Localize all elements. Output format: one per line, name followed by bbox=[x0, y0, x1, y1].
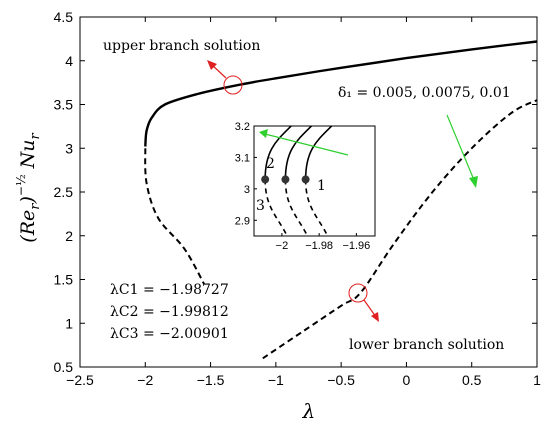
x-tick-label: −2.5 bbox=[66, 372, 94, 388]
y-tick-label: 4 bbox=[65, 53, 73, 69]
inset-curve-label-3: 3 bbox=[256, 198, 265, 214]
inset-y-tick-label: 2.9 bbox=[235, 215, 250, 227]
main-series bbox=[144, 40, 538, 360]
y-tick-label: 3.5 bbox=[54, 97, 74, 113]
inset-critical-point bbox=[261, 175, 270, 184]
y-tick-label: 0.5 bbox=[54, 359, 74, 375]
inset-x-tick-label: −1.98 bbox=[305, 240, 333, 252]
x-tick-label: −1 bbox=[268, 372, 284, 388]
svg-text:(Rer)−½ Nur: (Rer)−½ Nur bbox=[14, 133, 43, 243]
lower-branch-arrowhead bbox=[371, 312, 379, 322]
inset-y-tick-label: 3 bbox=[244, 184, 250, 196]
inset-upper-curve bbox=[264, 125, 292, 180]
inset-critical-point bbox=[301, 175, 310, 184]
inset-y-tick-label: 3.1 bbox=[235, 152, 250, 164]
inset-curve-label-1: 1 bbox=[317, 178, 326, 194]
inset-frame bbox=[253, 125, 376, 237]
x-tick-label: 0 bbox=[403, 372, 411, 388]
inset-x-tick-label: −2 bbox=[276, 240, 289, 252]
lambda-c2-label: λC2 = −1.99812 bbox=[110, 304, 229, 320]
y-axis-label: (Rer)−½ Nur bbox=[14, 133, 43, 243]
lambda-c3-label: λC3 = −2.00901 bbox=[110, 326, 229, 342]
inset-curve-label-2: 2 bbox=[266, 156, 275, 172]
upper-branch-label: upper branch solution bbox=[103, 38, 260, 54]
inset-lower-curve bbox=[284, 179, 309, 237]
y-tick-label: 1 bbox=[65, 315, 73, 331]
series-lower-branch-segment bbox=[262, 99, 538, 360]
y-tick-label: 2 bbox=[65, 228, 73, 244]
inset-y-tick-label: 3.2 bbox=[235, 121, 250, 133]
inset-x-tick-label: −1.96 bbox=[342, 240, 370, 252]
lower-branch-label: lower branch solution bbox=[349, 337, 504, 353]
x-tick-label: −1.5 bbox=[197, 372, 225, 388]
inset-green-arrow bbox=[264, 133, 349, 156]
main-ticks: −2.5 −2 −1.5 −1 −0.5 0 0.5 1 0.5 1 1.5 2 2.5 3 3.5 4 4.5 bbox=[54, 9, 542, 388]
inset-green-arrowhead bbox=[259, 129, 268, 138]
series-upper-branch bbox=[144, 40, 538, 147]
inset-series bbox=[261, 125, 333, 237]
y-tick-label: 1.5 bbox=[54, 272, 74, 288]
inset-critical-point bbox=[281, 175, 290, 184]
delta-arrow bbox=[446, 114, 475, 181]
upper-branch-marker-circle bbox=[223, 75, 243, 95]
x-tick-label: −2 bbox=[137, 372, 153, 388]
y-tick-label: 3 bbox=[65, 140, 73, 156]
lower-branch-arrow bbox=[363, 299, 377, 318]
x-axis-label: λ bbox=[302, 399, 316, 423]
inset-ticks: −2 −1.98 −1.96 2.9 3 3.1 3.2 bbox=[235, 121, 371, 252]
x-tick-label: 0.5 bbox=[462, 372, 482, 388]
lower-branch-marker-circle bbox=[348, 283, 368, 303]
upper-branch-arrowhead bbox=[207, 60, 217, 70]
x-tick-label: −0.5 bbox=[327, 372, 355, 388]
inset-lower-curve bbox=[264, 179, 288, 237]
inset-upper-curve bbox=[284, 125, 312, 180]
y-tick-label: 2.5 bbox=[54, 184, 74, 200]
delta-label: δ₁ = 0.005, 0.0075, 0.01 bbox=[338, 85, 511, 101]
lambda-c1-label: λC1 = −1.98727 bbox=[110, 282, 229, 298]
y-tick-label: 4.5 bbox=[54, 9, 74, 25]
x-tick-label: 1 bbox=[533, 372, 541, 388]
series-lower-branch-segment bbox=[144, 148, 205, 285]
inset-lower-curve bbox=[304, 179, 329, 237]
delta-arrowhead bbox=[469, 176, 478, 188]
